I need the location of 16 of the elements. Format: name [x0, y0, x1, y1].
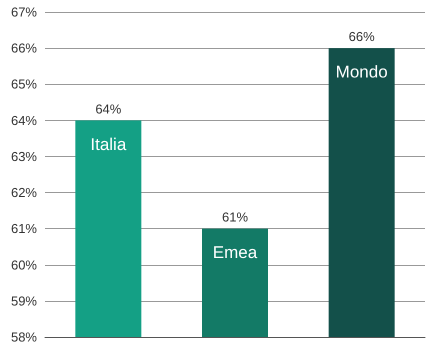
y-tick-label: 59% — [10, 293, 38, 308]
y-tick-label: 66% — [10, 40, 38, 56]
data-label: 66% — [348, 29, 376, 44]
y-tick-label: 62% — [10, 185, 38, 200]
x-tick-label: Italia — [90, 134, 127, 154]
x-tick-label: Emea — [212, 243, 258, 262]
y-tick-label: 60% — [10, 257, 38, 272]
y-tick-label: 61% — [10, 221, 38, 236]
y-tick-label: 63% — [10, 148, 38, 164]
data-label: 61% — [222, 210, 248, 225]
x-tick-label: Mondo — [336, 62, 388, 82]
y-tick-label: 67% — [10, 4, 38, 20]
data-label: 64% — [95, 101, 122, 116]
y-tick-label: 58% — [10, 330, 38, 344]
y-tick-label: 65% — [10, 76, 38, 92]
y-tick-label: 64% — [10, 112, 38, 128]
